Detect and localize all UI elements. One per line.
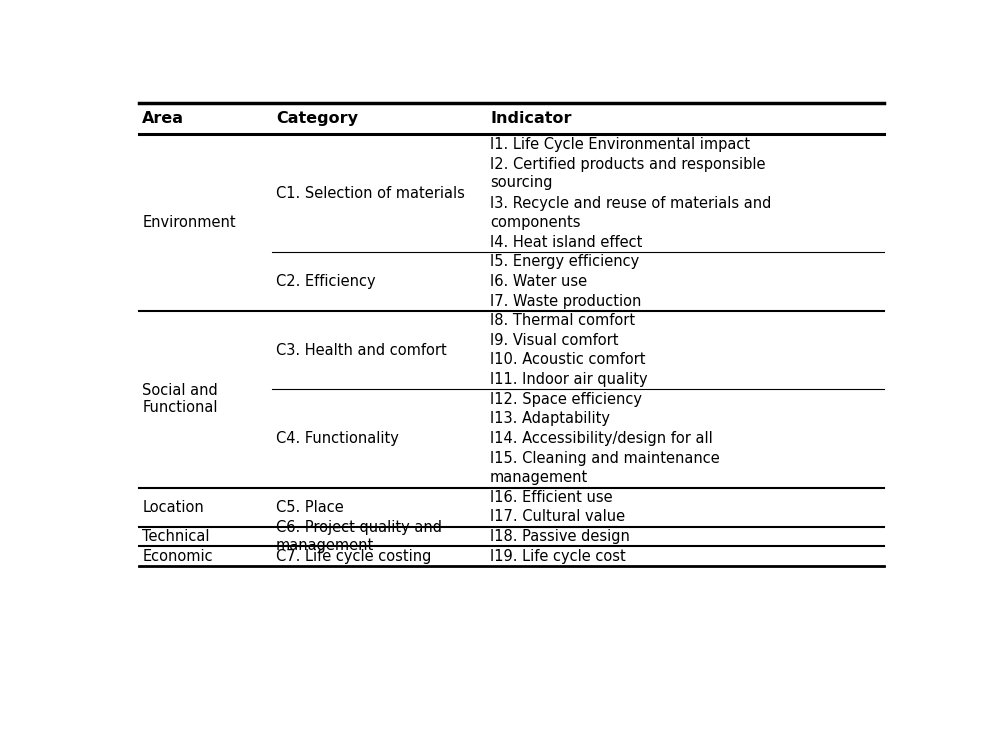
Text: Indicator: Indicator bbox=[490, 111, 572, 126]
Text: I1. Life Cycle Environmental impact: I1. Life Cycle Environmental impact bbox=[490, 137, 750, 151]
Text: C5. Place: C5. Place bbox=[276, 500, 344, 514]
Text: I8. Thermal comfort: I8. Thermal comfort bbox=[490, 313, 635, 328]
Text: I14. Accessibility/design for all: I14. Accessibility/design for all bbox=[490, 431, 713, 446]
Text: I5. Energy efficiency: I5. Energy efficiency bbox=[490, 254, 639, 269]
Text: I11. Indoor air quality: I11. Indoor air quality bbox=[490, 372, 648, 387]
Text: C3. Health and comfort: C3. Health and comfort bbox=[276, 343, 447, 358]
Text: I7. Waste production: I7. Waste production bbox=[490, 293, 642, 309]
Text: I19. Life cycle cost: I19. Life cycle cost bbox=[490, 549, 626, 564]
Text: I10. Acoustic comfort: I10. Acoustic comfort bbox=[490, 353, 646, 367]
Text: I18. Passive design: I18. Passive design bbox=[490, 529, 630, 544]
Text: I3. Recycle and reuse of materials and
components: I3. Recycle and reuse of materials and c… bbox=[490, 196, 771, 230]
Text: I2. Certified products and responsible
sourcing: I2. Certified products and responsible s… bbox=[490, 157, 765, 190]
Text: I12. Space efficiency: I12. Space efficiency bbox=[490, 392, 642, 406]
Text: Economic: Economic bbox=[142, 549, 213, 564]
Text: I4. Heat island effect: I4. Heat island effect bbox=[490, 235, 643, 250]
Text: Social and
Functional: Social and Functional bbox=[142, 383, 218, 415]
Text: Technical: Technical bbox=[142, 529, 210, 544]
Text: C6. Project quality and
management: C6. Project quality and management bbox=[276, 520, 442, 553]
Text: C2. Efficiency: C2. Efficiency bbox=[276, 274, 376, 289]
Text: Category: Category bbox=[276, 111, 358, 126]
Text: Location: Location bbox=[142, 500, 204, 514]
Text: Environment: Environment bbox=[142, 215, 236, 230]
Text: C7. Life cycle costing: C7. Life cycle costing bbox=[276, 549, 432, 564]
Text: I6. Water use: I6. Water use bbox=[490, 274, 588, 289]
Text: C1. Selection of materials: C1. Selection of materials bbox=[276, 185, 465, 200]
Text: I15. Cleaning and maintenance
management: I15. Cleaning and maintenance management bbox=[490, 451, 720, 485]
Text: Area: Area bbox=[142, 111, 184, 126]
Text: I16. Efficient use
I17. Cultural value: I16. Efficient use I17. Cultural value bbox=[490, 491, 625, 524]
Text: C4. Functionality: C4. Functionality bbox=[276, 431, 399, 446]
Text: I13. Adaptability: I13. Adaptability bbox=[490, 412, 610, 426]
Text: I9. Visual comfort: I9. Visual comfort bbox=[490, 333, 618, 348]
